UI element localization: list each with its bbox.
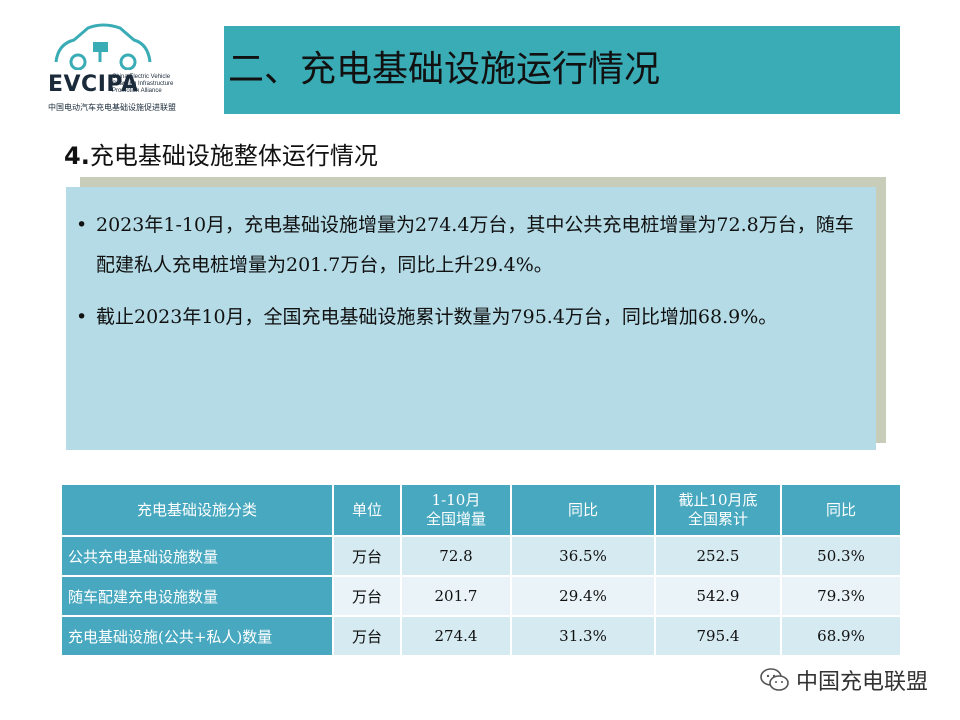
row-increment: 274.4: [400, 615, 512, 657]
header-unit: 单位: [332, 483, 402, 537]
bullet-dot: •: [76, 214, 88, 236]
section-number: 4.: [64, 142, 90, 170]
logo-cn-name: 中国电动汽车充电基础设施促进联盟: [48, 103, 176, 112]
row-yoy: 29.4%: [510, 575, 656, 617]
row-yoy: 36.5%: [510, 535, 656, 577]
header-cumulative: 截止10月底 全国累计: [654, 483, 782, 537]
table-row: 随车配建充电设施数量 万台 201.7 29.4% 542.9 79.3%: [60, 575, 902, 617]
summary-item-text: 截止2023年10月，全国充电基础设施累计数量为795.4万台，同比增加68.9…: [96, 306, 778, 328]
summary-item: • 2023年1-10月，充电基础设施增量为274.4万台，其中公共充电桩增量为…: [76, 205, 862, 285]
row-yoy-cumulative: 79.3%: [780, 575, 902, 617]
row-increment: 72.8: [400, 535, 512, 577]
row-category: 公共充电基础设施数量: [60, 535, 334, 577]
section-title: 4.充电基础设施整体运行情况: [64, 136, 378, 171]
watermark-text: 中国充电联盟: [795, 670, 928, 695]
header-yoy: 同比: [510, 483, 656, 537]
row-increment: 201.7: [400, 575, 512, 617]
summary-item: • 截止2023年10月，全国充电基础设施累计数量为795.4万台，同比增加68…: [76, 297, 862, 337]
watermark: 中国充电联盟: [760, 664, 928, 696]
wechat-icon: [760, 668, 789, 691]
car-plug-icon: [54, 23, 152, 70]
row-unit: 万台: [332, 615, 402, 657]
table-header-row: 充电基础设施分类 单位 1-10月 全国增量 同比 截止10月底 全国累计 同比: [60, 483, 902, 537]
row-cumulative: 542.9: [654, 575, 782, 617]
logo-subtitle: China Electric Vehicle Charging Infrastr…: [112, 74, 174, 94]
logo-name: EVCIPA: [48, 72, 139, 97]
table-row: 公共充电基础设施数量 万台 72.8 36.5% 252.5 50.3%: [60, 535, 902, 577]
infrastructure-table: 充电基础设施分类 单位 1-10月 全国增量 同比 截止10月底 全国累计 同比 公…: [60, 483, 902, 657]
header-increment: 1-10月 全国增量: [400, 483, 512, 537]
table-row: 充电基础设施(公共+私人)数量 万台 274.4 31.3% 795.4 68.…: [60, 615, 902, 657]
header-yoy-cumulative: 同比: [780, 483, 902, 537]
bullet-dot: •: [76, 306, 88, 328]
evcipa-logo: EVCIPA China Electric Vehicle Charging I…: [44, 22, 214, 122]
row-yoy-cumulative: 50.3%: [780, 535, 902, 577]
summary-item-text: 2023年1-10月，充电基础设施增量为274.4万台，其中公共充电桩增量为72…: [96, 214, 854, 276]
header-category: 充电基础设施分类: [60, 483, 334, 537]
row-cumulative: 252.5: [654, 535, 782, 577]
row-unit: 万台: [332, 535, 402, 577]
summary-box: • 2023年1-10月，充电基础设施增量为274.4万台，其中公共充电桩增量为…: [66, 187, 876, 450]
row-yoy-cumulative: 68.9%: [780, 615, 902, 657]
row-cumulative: 795.4: [654, 615, 782, 657]
row-category: 充电基础设施(公共+私人)数量: [60, 615, 334, 657]
section-title-text: 充电基础设施整体运行情况: [89, 142, 378, 170]
row-category: 随车配建充电设施数量: [60, 575, 334, 617]
page-title: 二、充电基础设施运行情况: [228, 49, 661, 90]
row-yoy: 31.3%: [510, 615, 656, 657]
row-unit: 万台: [332, 575, 402, 617]
title-bar: 二、充电基础设施运行情况: [224, 26, 900, 114]
